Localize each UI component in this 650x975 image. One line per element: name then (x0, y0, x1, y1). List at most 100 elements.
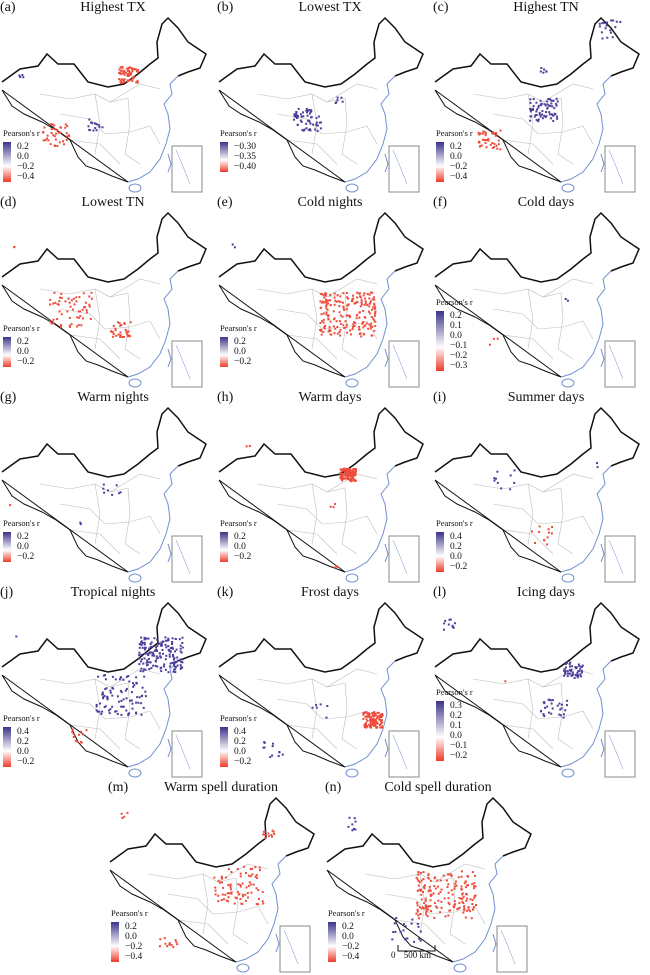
station-point (320, 301, 323, 304)
station-point (135, 81, 138, 84)
station-point (320, 313, 323, 316)
station-point (102, 483, 105, 486)
legend: Pearson's r 0.4 0.2 0.0 −0.2 (3, 713, 40, 767)
province-border (472, 678, 562, 688)
station-point (358, 333, 361, 336)
station-point (270, 834, 273, 836)
panel-title-text: Cold days (517, 195, 575, 210)
station-point (530, 115, 533, 118)
station-point (147, 654, 150, 657)
china-map (218, 406, 424, 583)
station-point (336, 294, 339, 297)
station-point (452, 905, 455, 908)
station-point (360, 335, 363, 338)
station-point (487, 137, 490, 140)
station-point (141, 686, 144, 689)
station-point (466, 909, 469, 912)
station-point (341, 469, 344, 472)
station-point (168, 943, 171, 946)
province-border (527, 93, 534, 155)
station-point (174, 671, 177, 674)
legend-tick: −0.2 (17, 757, 35, 767)
station-point (267, 835, 270, 838)
station-point (84, 301, 87, 304)
station-point (471, 908, 474, 911)
station-point (535, 119, 538, 122)
station-point (571, 665, 574, 668)
station-point (335, 320, 338, 323)
province-border (256, 288, 346, 298)
station-point (327, 315, 330, 317)
station-point (340, 314, 342, 317)
station-point (329, 505, 332, 508)
station-point (346, 477, 349, 480)
station-point (100, 712, 103, 715)
station-point (79, 521, 82, 524)
station-point (136, 79, 139, 82)
south-china-sea-inset (388, 730, 420, 778)
station-point (570, 675, 573, 677)
station-point (546, 106, 549, 109)
panel-tag: (e) (217, 195, 233, 210)
station-point (293, 113, 296, 116)
station-point (56, 318, 59, 320)
station-point (261, 900, 264, 903)
station-point (179, 644, 182, 647)
station-point (104, 678, 107, 681)
station-point (374, 310, 377, 313)
station-point (395, 917, 398, 919)
map-panel: (c) Highest TN Pearson's r 0.2 0.0 −0.2 −0.4 (433, 0, 648, 195)
province-border (557, 487, 574, 555)
station-point (111, 331, 114, 334)
station-point (88, 305, 91, 308)
station-point (22, 76, 25, 79)
station-point (119, 81, 122, 84)
station-point (131, 707, 134, 710)
station-point (140, 713, 143, 716)
station-point (358, 325, 361, 328)
province-border (341, 97, 358, 165)
station-point (244, 893, 247, 896)
station-point (354, 474, 357, 477)
station-point (220, 875, 223, 878)
station-point (373, 319, 376, 322)
station-point (420, 907, 423, 910)
station-point (127, 675, 130, 678)
station-point (121, 705, 124, 708)
station-point (244, 899, 247, 902)
legend-tick: −0.1 (450, 741, 468, 751)
station-point (448, 909, 451, 912)
station-point (529, 110, 532, 113)
station-point (72, 736, 75, 738)
panel-title-text: Cold nights (297, 195, 363, 210)
legend-tick: −0.2 (125, 942, 143, 952)
station-point (66, 135, 68, 138)
province-border (217, 863, 269, 883)
station-point (354, 321, 357, 324)
station-point (49, 320, 52, 323)
station-point (564, 671, 566, 674)
station-point (50, 128, 53, 130)
station-point (79, 523, 82, 526)
station-point (173, 663, 175, 666)
station-point (545, 70, 548, 73)
station-point (81, 308, 84, 311)
station-point (347, 476, 349, 479)
station-point (548, 113, 551, 116)
station-point (257, 903, 260, 906)
station-point (221, 893, 224, 896)
province-border (202, 873, 209, 935)
station-point (52, 322, 55, 325)
station-point (327, 318, 330, 321)
station-point (69, 305, 72, 308)
station-point (555, 104, 558, 107)
province-border (69, 724, 121, 750)
station-point (122, 70, 125, 73)
station-point (352, 294, 354, 297)
station-point (359, 305, 362, 308)
map-panel: (g) Warm nights Pearson's r 0.2 0.0 −0.2 (0, 390, 215, 585)
station-point (418, 881, 421, 884)
station-point (598, 22, 601, 25)
station-point (64, 300, 67, 303)
station-point (326, 299, 329, 302)
